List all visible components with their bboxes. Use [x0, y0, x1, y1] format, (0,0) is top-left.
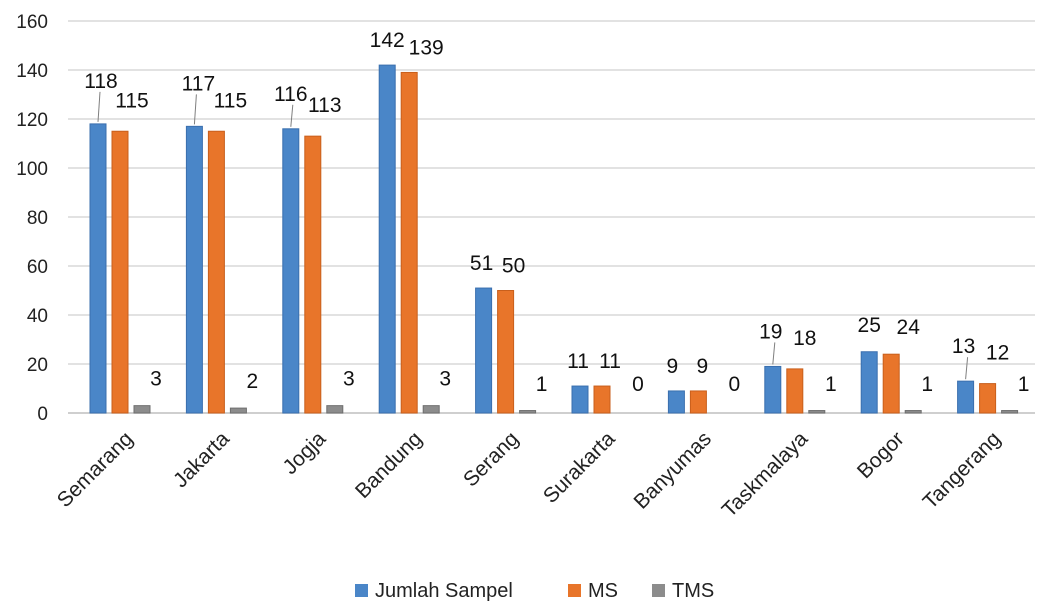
x-tick-label-jogja: Jogja [279, 427, 331, 479]
bar-bogor-ms [882, 353, 900, 414]
leader-line-tangerang [965, 357, 969, 380]
y-tick-label-60: 60 [27, 257, 48, 278]
data-label-bogor-ms: 24 [897, 316, 921, 339]
data-label-bogor-tms: 1 [921, 373, 933, 396]
data-label-jogja-jumlah-sampel: 116 [274, 83, 307, 106]
data-label-tangerang-jumlah-sampel: 13 [952, 335, 975, 358]
bar-bandung-tms [422, 405, 440, 414]
leader-line-jogja [290, 104, 294, 127]
bar-taskmalaya-ms [786, 368, 804, 414]
y-axis-ticks: 0 20 40 60 80 100 120 140 160 [16, 12, 48, 425]
x-tick-label-semarang: Semarang [53, 427, 138, 512]
data-label-jogja-ms: 113 [308, 94, 341, 117]
data-label-surakarta-tms: 0 [632, 373, 644, 396]
legend: Jumlah Sampel MS TMS [355, 580, 714, 602]
data-label-tangerang-ms: 12 [986, 342, 1009, 365]
bar-jakarta-tms [229, 407, 247, 414]
leader-line-semarang [97, 91, 101, 122]
gridlines [68, 20, 1035, 414]
bar-jogja-ms [304, 135, 322, 414]
x-axis-ticks: Semarang Jakarta Jogja Bandung Serang Surakar… [53, 427, 1005, 522]
legend-label-ms: MS [588, 580, 618, 602]
legend-swatch-ms [568, 584, 581, 597]
bar-jakarta-jumlah-sampel [185, 125, 203, 414]
legend-label-jumlah-sampel: Jumlah Sampel [375, 580, 513, 602]
bar-banyumas-ms [689, 390, 707, 414]
data-label-banyumas-jumlah-sampel: 9 [667, 355, 679, 378]
x-tick-label-bandung: Bandung [351, 427, 427, 503]
x-tick-label-banyumas: Banyumas [630, 427, 716, 513]
bar-surakarta-ms [593, 385, 611, 414]
data-label-jogja-tms: 3 [343, 368, 355, 391]
bar-jogja-tms [326, 405, 344, 414]
leader-line-taskmalaya [772, 342, 776, 365]
legend-swatch-jumlah-sampel [355, 584, 368, 597]
x-tick-label-tangerang: Tangerang [919, 427, 1005, 513]
legend-swatch-tms [652, 584, 665, 597]
data-label-bandung-ms: 139 [409, 36, 444, 59]
bar-semarang-ms [111, 130, 129, 414]
data-label-bogor-jumlah-sampel: 25 [858, 314, 881, 337]
bar-tangerang-jumlah-sampel [957, 380, 975, 414]
bar-semarang-tms [133, 405, 151, 414]
bar-surakarta-jumlah-sampel [571, 385, 589, 414]
data-label-banyumas-ms: 9 [697, 355, 709, 378]
bar-taskmalaya-jumlah-sampel [764, 365, 782, 414]
data-label-serang-tms: 1 [536, 373, 548, 396]
data-label-serang-jumlah-sampel: 51 [470, 252, 493, 275]
data-label-jakarta-tms: 2 [247, 370, 259, 393]
y-tick-label-20: 20 [27, 355, 48, 376]
bar-serang-ms [497, 290, 515, 414]
x-tick-label-jakarta: Jakarta [169, 427, 234, 492]
data-label-semarang-tms: 3 [150, 368, 162, 391]
y-tick-label-160: 160 [16, 12, 48, 33]
x-tick-label-bogor: Bogor [853, 427, 909, 483]
data-label-taskmalaya-tms: 1 [825, 373, 837, 396]
bar-bandung-ms [400, 71, 418, 414]
y-tick-label-100: 100 [16, 159, 48, 180]
y-tick-label-80: 80 [27, 208, 48, 229]
data-label-taskmalaya-jumlah-sampel: 19 [759, 320, 782, 343]
bar-bogor-jumlah-sampel [860, 351, 878, 414]
leader-line-jakarta [193, 94, 197, 125]
data-label-jakarta-jumlah-sampel: 117 [182, 72, 215, 95]
data-label-surakarta-ms: 11 [599, 350, 621, 373]
x-tick-label-taskmalaya: Taskmalaya [718, 427, 813, 522]
bar-tangerang-ms [979, 383, 997, 414]
y-tick-label-120: 120 [16, 110, 48, 131]
data-label-semarang-ms: 115 [115, 89, 148, 112]
bar-jogja-jumlah-sampel [282, 128, 300, 414]
legend-label-tms: TMS [672, 580, 714, 602]
bar-bandung-jumlah-sampel [378, 64, 396, 414]
bar-bogor-tms [904, 410, 922, 414]
data-label-tangerang-tms: 1 [1018, 373, 1030, 396]
bar-tangerang-tms [1001, 410, 1019, 414]
y-tick-label-0: 0 [37, 404, 48, 425]
data-label-surakarta-jumlah-sampel: 11 [567, 350, 589, 373]
y-tick-label-140: 140 [16, 61, 48, 82]
data-label-bandung-tms: 3 [439, 368, 451, 391]
bar-jakarta-ms [207, 130, 225, 414]
bar-banyumas-jumlah-sampel [667, 390, 685, 414]
bar-semarang-jumlah-sampel [89, 123, 107, 414]
bar-taskmalaya-tms [808, 410, 826, 414]
data-label-taskmalaya-ms: 18 [793, 327, 816, 350]
data-label-semarang-jumlah-sampel: 118 [84, 70, 117, 93]
bar-serang-tms [519, 410, 537, 414]
x-tick-label-surakarta: Surakarta [539, 427, 620, 508]
data-label-bandung-jumlah-sampel: 142 [370, 29, 405, 52]
data-label-banyumas-tms: 0 [729, 373, 741, 396]
data-label-jakarta-ms: 115 [214, 89, 247, 112]
bars [89, 64, 1019, 414]
bar-serang-jumlah-sampel [475, 287, 493, 414]
data-label-serang-ms: 50 [502, 255, 525, 278]
y-tick-label-40: 40 [27, 306, 48, 327]
x-tick-label-serang: Serang [459, 427, 523, 491]
